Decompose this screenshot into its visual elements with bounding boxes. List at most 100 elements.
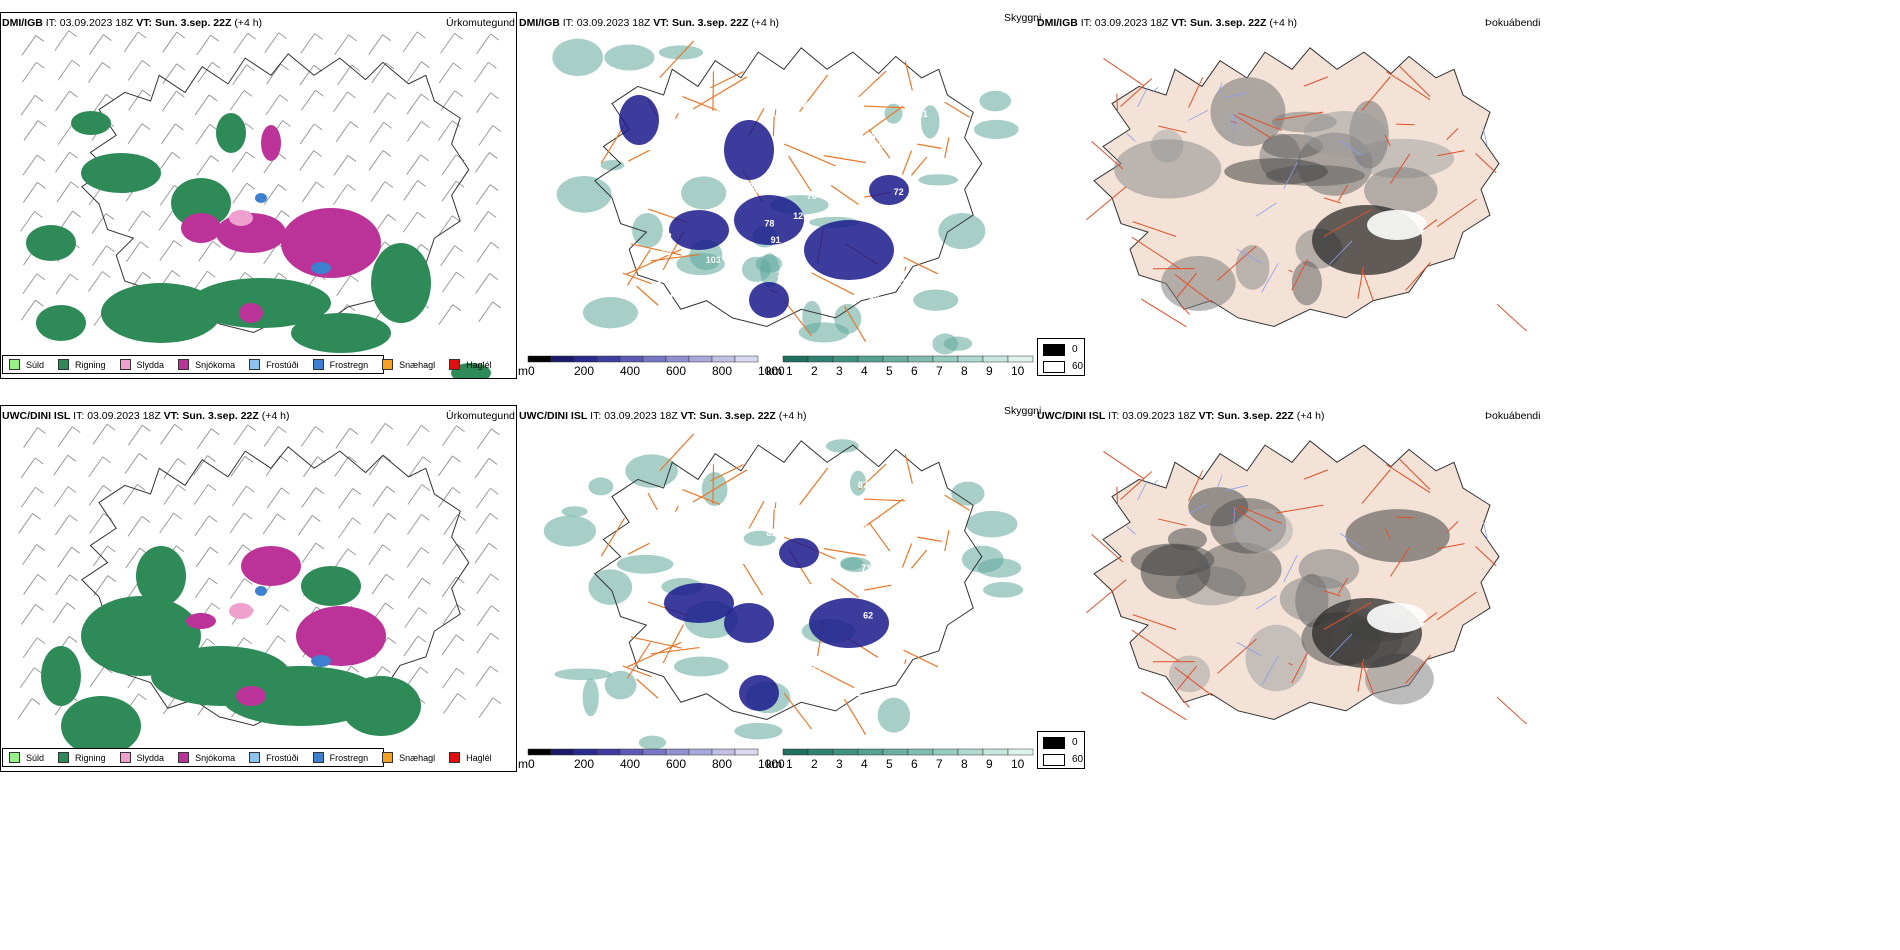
colorbar-m-tick: 200 [574,757,594,770]
road-line [1180,698,1190,708]
wind-barb [476,241,500,263]
road-line [600,517,626,557]
fog-header-row2: UWC/DINI ISL IT: 03.09.2023 18Z VT: Sun.… [1037,410,1325,422]
road-line [1091,534,1124,563]
visibility-km-area [582,297,638,329]
fog-key-row1: 0 60 [1037,338,1085,376]
fog-area [1234,508,1293,553]
road-line [1361,269,1374,301]
legend-item-frostudi: Frostúði [249,752,299,763]
cloud-base-label: 129 [758,548,773,558]
fog-panel-row1 [1037,30,1537,360]
cloud-base-label: 73 [851,688,861,698]
road-line [627,542,650,555]
wind-barb [301,89,324,111]
fog-area [1169,655,1211,693]
wind-barb [441,576,465,598]
colorbar-m-unit: m [518,757,528,770]
road-line [904,60,913,91]
road-line [622,272,652,285]
road-line [774,109,777,116]
colorbar-km-tick: 8 [961,757,968,770]
legend-swatch [312,359,324,370]
colorbar-km-segment [957,748,984,756]
wind-barb [231,151,255,173]
rain-area [301,566,361,606]
cloud-base-label: 103 [706,255,721,265]
road-line [692,469,748,503]
river-line [1126,133,1136,142]
cloud-base-label: 78 [807,191,817,201]
road-line [626,249,651,286]
colorbar-km-unit: km [766,757,782,770]
road-line [1396,516,1415,519]
wind-barb [193,484,217,505]
wind-barb [265,455,289,477]
wind-barb [55,273,79,295]
wind-barb [441,634,465,656]
fog-area [1345,509,1450,563]
road-line [1158,518,1187,527]
river-line [1232,507,1236,538]
road-line [627,149,650,162]
visibility-km-area [979,90,1012,112]
river-line [1482,127,1488,147]
visibility-km-area [913,289,959,311]
visibility-km-area [877,697,911,733]
wind-barb [474,457,498,479]
cloud-base-label: 32 [767,168,777,178]
wind-barb [478,301,501,323]
wind-barb [301,181,325,203]
wind-barb [442,604,466,625]
road-line [1116,93,1119,113]
glacier-area [1367,603,1427,633]
road-line [1103,58,1145,87]
road-line [1423,219,1438,231]
rain-area [171,178,231,228]
cloud-base-label: 78 [764,219,774,229]
road-line [904,453,913,484]
wind-barb [303,456,326,478]
cloud-base-label: 68 [792,694,802,704]
wind-barb [92,423,116,445]
visibility-km-area [680,176,727,210]
colorbar-m-segment [619,748,644,756]
visibility-km-area [554,668,612,681]
wind-barb [334,456,358,477]
legend-swatch [312,752,324,763]
road-line [1405,654,1431,684]
visibility-panel-row1: 100 72 70 89 60 59 78 77 70 52 56 80 61 141 316 52 200 26… [519,30,1036,360]
colorbar-km-tick: 8 [961,364,968,377]
rain-area [451,363,491,378]
wind-barb [91,93,115,115]
wind-barb [333,184,356,205]
road-line [783,299,813,337]
cloud-base-area [664,583,734,623]
wind-barb [301,542,325,564]
river-line [1137,480,1148,501]
colorbar-km-tick: 6 [911,757,918,770]
cloud-base-label: 84 [737,194,747,204]
wind-barb [440,245,464,266]
rain-area [26,225,76,261]
wind-barb [194,515,218,537]
colorbar-km-tick: 7 [936,364,943,377]
colorbar-km-unit: km [766,364,782,377]
road-line [1399,459,1431,490]
cloud-base-label: 70 [776,270,786,280]
ptype-header-row1: DMI/IGB IT: 03.09.2023 18Z VT: Sun. 3.se… [2,17,263,29]
visibility-km-area [600,159,625,171]
river-line [1283,554,1298,582]
road-line [1174,667,1213,697]
legend-item-snaehagl: Snæhagl [382,752,435,763]
road-line [1116,486,1119,506]
wind-barb [161,90,185,112]
river-line [1188,110,1209,121]
wind-barb [476,632,500,654]
road-line [1389,153,1411,184]
road-line [636,285,659,306]
fog-area [1114,139,1222,199]
wind-barb [404,607,428,628]
road-line [1436,198,1477,228]
